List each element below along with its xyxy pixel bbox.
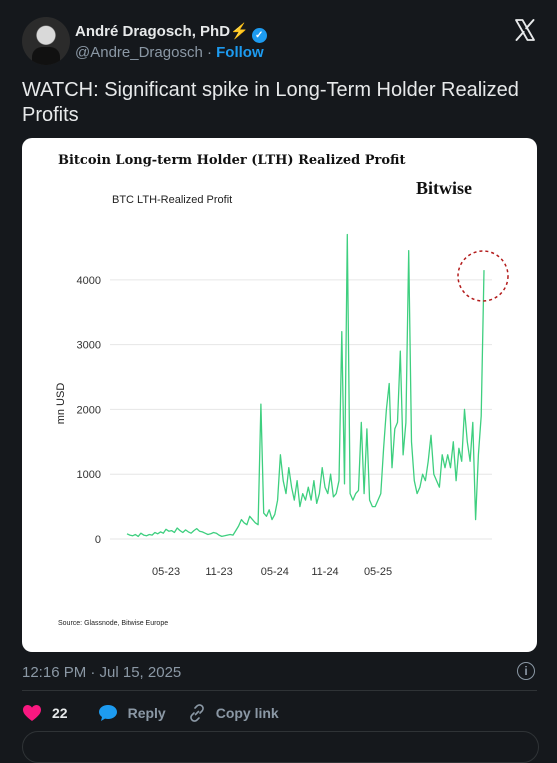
link-icon [189, 704, 204, 722]
author-handle[interactable]: @Andre_Dragosch [75, 44, 203, 61]
reply-label: Reply [127, 705, 166, 721]
brand-logo: Bitwise [416, 178, 472, 198]
like-count: 22 [52, 705, 68, 721]
chart-svg: 0 1000 2000 3000 4000 05-23 11-23 05-24 11-24 05-… [55, 233, 509, 578]
chart-source: Source: Glassnode, Bitwise Europe [58, 620, 169, 627]
separator-dot: · [206, 44, 212, 61]
lightning-emoji: ⚡ [230, 23, 249, 40]
author-avatar[interactable] [22, 17, 70, 65]
read-replies-button[interactable] [22, 731, 539, 763]
y-tick-label: 0 [95, 534, 101, 546]
author-name-row[interactable]: André Dragosch, PhD⚡ ✓ [75, 22, 267, 43]
speech-bubble-icon [98, 705, 117, 721]
x-tick-label: 05-24 [261, 566, 289, 578]
x-tick-label: 11-24 [311, 566, 338, 578]
heart-icon [23, 705, 41, 721]
chart-title: Bitcoin Long-term Holder (LTH) Realized … [58, 153, 406, 168]
action-bar: 22 Reply Copy link [22, 703, 279, 723]
handle-row: @Andre_Dragosch · Follow [75, 44, 264, 61]
info-icon[interactable]: i [517, 662, 535, 680]
y-axis-label: mn USD [55, 383, 67, 425]
y-tick-label: 4000 [77, 275, 101, 287]
tweet-text: WATCH: Significant spike in Long-Term Ho… [22, 79, 519, 126]
reply-button[interactable]: Reply [98, 704, 166, 722]
divider [22, 690, 537, 691]
copy-link-button[interactable]: Copy link [188, 704, 279, 722]
x-tick-label: 05-25 [364, 566, 392, 578]
x-tick-label: 05-23 [152, 566, 180, 578]
verified-badge-icon: ✓ [251, 28, 267, 43]
tweet-timestamp[interactable]: 12:16 PM · Jul 15, 2025 [22, 664, 182, 681]
copy-link-label: Copy link [215, 705, 279, 721]
series-line [126, 233, 485, 538]
follow-button[interactable]: Follow [216, 44, 264, 61]
like-button[interactable]: 22 [22, 704, 68, 722]
author-name[interactable]: André Dragosch, PhD [75, 23, 231, 40]
highlight-circle [457, 250, 509, 302]
y-tick-label: 3000 [77, 340, 101, 352]
x-tick-label: 11-23 [205, 566, 232, 578]
y-tick-label: 2000 [77, 404, 101, 416]
y-tick-label: 1000 [77, 469, 101, 481]
chart-image[interactable]: Bitcoin Long-term Holder (LTH) Realized … [22, 138, 537, 652]
chart-subtitle: BTC LTH-Realized Profit [112, 194, 233, 206]
x-logo-icon[interactable] [513, 18, 537, 42]
